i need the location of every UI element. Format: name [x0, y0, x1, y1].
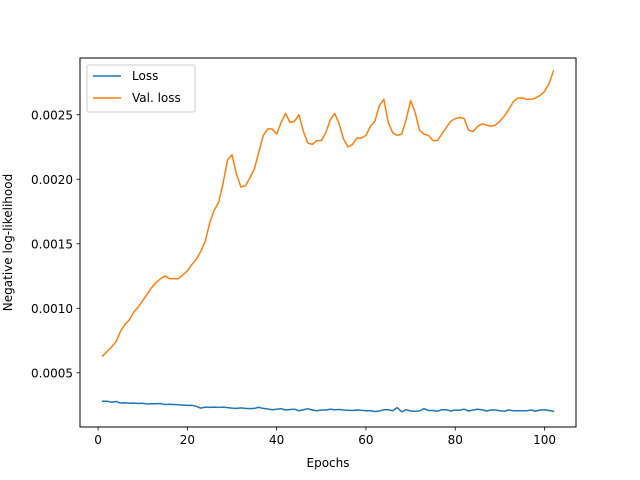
axes-frame	[79, 57, 577, 428]
x-axis-label: Epochs	[307, 456, 350, 470]
x-tick-label: 60	[358, 433, 373, 447]
x-tick-label: 20	[180, 433, 195, 447]
legend: Loss Val. loss	[86, 64, 196, 113]
plot-area	[79, 57, 577, 428]
y-tick-label: 0.0010	[31, 302, 73, 316]
y-tick-label: 0.0020	[31, 173, 73, 187]
y-tick-label: 0.0015	[31, 237, 73, 251]
x-tick-label: 0	[94, 433, 102, 447]
series-line-loss	[101, 400, 555, 413]
x-tick-label: 80	[448, 433, 463, 447]
legend-label-loss: Loss	[132, 69, 158, 83]
x-tick-label: 100	[533, 433, 556, 447]
x-axis-ticks: 0 20 40 60 80 100	[94, 427, 556, 447]
y-axis-label: Negative log-likelihood	[1, 174, 15, 311]
legend-label-val-loss: Val. loss	[132, 91, 181, 105]
y-tick-label: 0.0005	[31, 366, 73, 380]
x-tick-label: 40	[269, 433, 284, 447]
y-tick-label: 0.0025	[31, 108, 73, 122]
series-line-val-loss	[101, 69, 555, 358]
y-axis-ticks: 0.0005 0.0010 0.0015 0.0020 0.0025	[31, 108, 80, 380]
series-layer	[101, 69, 555, 413]
